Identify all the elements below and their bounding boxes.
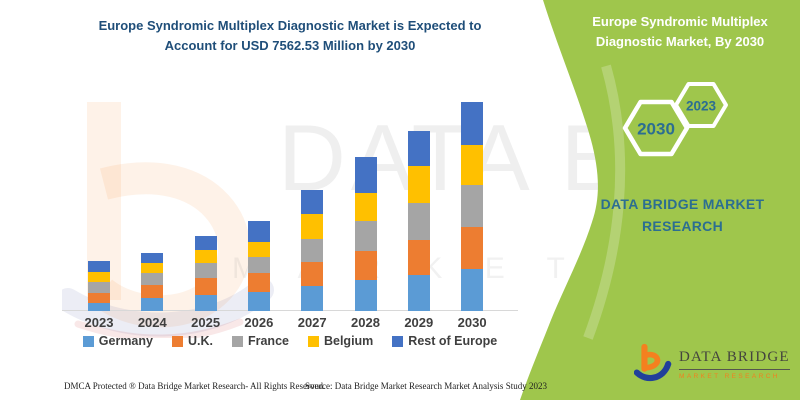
bar-2030-segment-rest-of-europe xyxy=(461,102,484,146)
bar-2024 xyxy=(141,253,164,311)
bar-2030 xyxy=(461,102,484,311)
dbmr-logo: DATA BRIDGE MARKET RESEARCH xyxy=(634,343,790,385)
bar-2029-segment-germany xyxy=(407,275,430,311)
legend-item-france: France xyxy=(231,334,289,348)
legend-swatch xyxy=(307,335,319,347)
bar-2028-segment-u-k- xyxy=(354,251,377,280)
x-axis-labels: 2023 2024 2025 2026 2027 2028 2029 2030 xyxy=(0,315,800,331)
bar-2029-segment-france xyxy=(407,202,430,240)
year-hexagons: 2030 2023 xyxy=(622,82,728,157)
bar-2024-segment-rest-of-europe xyxy=(141,253,164,264)
bar-2026-segment-france xyxy=(247,257,270,274)
bar-2027-segment-germany xyxy=(301,285,324,311)
x-axis-label-2029: 2029 xyxy=(404,315,434,330)
bar-2025-segment-belgium xyxy=(194,249,217,264)
legend-item-rest-of-europe: Rest of Europe xyxy=(392,334,497,348)
bar-2023 xyxy=(88,260,110,311)
bar-2024-segment-germany xyxy=(141,298,164,311)
hexagon-2030-label: 2030 xyxy=(637,120,675,139)
logo-tagline: MARKET RESEARCH xyxy=(679,372,780,380)
bar-2023-segment-france xyxy=(88,281,110,293)
bar-2024-segment-france xyxy=(141,273,164,285)
legend-swatch xyxy=(82,335,94,347)
panel-brand-line2: RESEARCH xyxy=(642,217,723,234)
bar-2024-segment-belgium xyxy=(141,263,164,274)
bar-2028-segment-france xyxy=(354,221,377,252)
legend-label: U.K. xyxy=(187,334,213,348)
dmca-text: DMCA Protected ® Data Bridge Market Rese… xyxy=(64,381,326,391)
hexagon-2023-label: 2023 xyxy=(686,99,717,114)
legend-label: Rest of Europe xyxy=(408,334,498,348)
bar-2027-segment-france xyxy=(301,238,324,263)
bar-2030-segment-belgium xyxy=(461,145,484,186)
bar-2024-segment-u-k- xyxy=(141,284,164,299)
legend-swatch xyxy=(171,335,183,347)
x-axis-label-2027: 2027 xyxy=(297,315,327,330)
bar-2023-segment-belgium xyxy=(88,271,110,282)
legend-item-belgium: Belgium xyxy=(307,334,374,348)
bar-2025 xyxy=(194,235,217,311)
bar-chart-plot xyxy=(64,95,520,311)
legend-item-germany: Germany xyxy=(82,334,153,348)
bar-2025-segment-germany xyxy=(194,295,217,311)
legend-swatch xyxy=(392,335,404,347)
panel-brand-line1: DATA BRIDGE MARKET xyxy=(600,196,765,212)
x-axis-label-2030: 2030 xyxy=(457,315,487,330)
bar-2027 xyxy=(301,190,324,311)
bar-2026-segment-belgium xyxy=(247,241,270,258)
bar-2028 xyxy=(354,157,377,311)
chart-legend: Germany U.K. France Belgium Rest of Europe xyxy=(60,334,520,348)
bar-2027-segment-belgium xyxy=(301,213,324,239)
hexagon-2023 xyxy=(674,82,728,128)
bar-2028-segment-rest-of-europe xyxy=(354,157,377,193)
bar-2027-segment-rest-of-europe xyxy=(301,190,324,214)
bar-2028-segment-belgium xyxy=(354,192,377,222)
bar-2030-segment-france xyxy=(461,185,484,228)
panel-heading-line1: Europe Syndromic Multiplex xyxy=(592,14,768,29)
bar-2027-segment-u-k- xyxy=(301,262,324,286)
x-axis-label-2024: 2024 xyxy=(137,315,167,330)
hexagon-2030 xyxy=(622,99,690,157)
x-axis-label-2026: 2026 xyxy=(244,315,274,330)
bar-2026-segment-rest-of-europe xyxy=(247,221,270,242)
legend-label: Belgium xyxy=(323,334,374,348)
legend-swatch xyxy=(231,335,243,347)
x-axis-line xyxy=(62,310,518,311)
bar-2025-segment-u-k- xyxy=(194,278,217,296)
bar-2023-segment-rest-of-europe xyxy=(88,260,110,272)
bar-2026-segment-germany xyxy=(247,291,270,311)
chart-title-line2: Account for USD 7562.53 Million by 2030 xyxy=(164,38,416,54)
bar-2025-segment-france xyxy=(194,263,217,279)
bar-2029-segment-rest-of-europe xyxy=(407,130,430,167)
bar-2026 xyxy=(247,221,270,311)
bar-2029 xyxy=(407,130,430,311)
legend-label: Germany xyxy=(98,334,153,348)
chart-title: Europe Syndromic Multiplex Diagnostic Ma… xyxy=(60,16,520,56)
bar-2023-segment-u-k- xyxy=(88,292,110,303)
legend-item-u-k-: U.K. xyxy=(171,334,213,348)
legend-label: France xyxy=(247,334,289,348)
chart-title-line1: Europe Syndromic Multiplex Diagnostic Ma… xyxy=(98,18,482,33)
panel-brand-text: DATA BRIDGE MARKET RESEARCH xyxy=(575,194,790,237)
bar-2025-segment-rest-of-europe xyxy=(194,235,217,250)
x-axis-label-2028: 2028 xyxy=(351,315,380,330)
panel-heading-line2: Diagnostic Market, By 2030 xyxy=(595,33,765,49)
x-axis-label-2025: 2025 xyxy=(191,315,221,330)
bar-2023-segment-germany xyxy=(88,302,110,311)
x-axis-label-2023: 2023 xyxy=(84,315,114,330)
panel-heading: Europe Syndromic Multiplex Diagnostic Ma… xyxy=(565,12,795,51)
source-text: Source: Data Bridge Market Research Mark… xyxy=(305,381,547,391)
bar-2030-segment-u-k- xyxy=(461,227,484,269)
logo-wordmark: DATA BRIDGE xyxy=(679,349,790,370)
bar-2028-segment-germany xyxy=(354,279,377,311)
bar-2029-segment-u-k- xyxy=(407,239,430,276)
bar-2029-segment-belgium xyxy=(407,166,430,203)
bar-2026-segment-u-k- xyxy=(247,273,270,292)
bar-2030-segment-germany xyxy=(461,269,484,311)
dbmr-logo-mark xyxy=(634,343,672,382)
